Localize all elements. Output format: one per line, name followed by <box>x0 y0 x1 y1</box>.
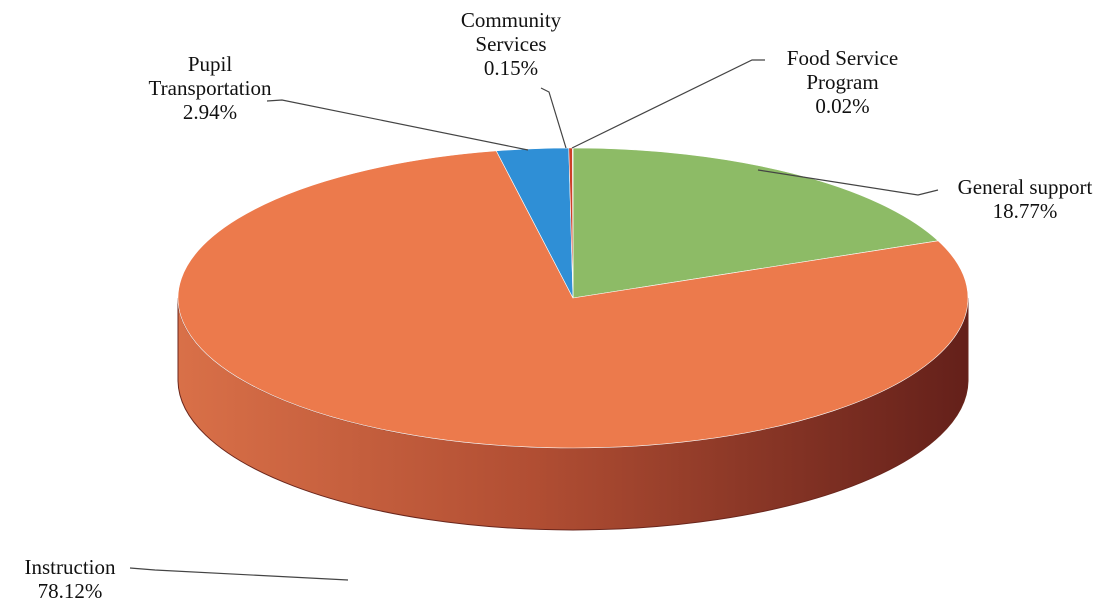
label-community-services-value: 0.15% <box>483 56 539 80</box>
label-community-services-line2: Services <box>475 32 547 56</box>
label-community-services-line1: Community <box>460 8 562 32</box>
label-instruction-line1: Instruction <box>24 555 116 579</box>
label-pupil-transportation: Pupil Transportation 2.94% <box>140 52 280 124</box>
label-instruction: Instruction 78.12% <box>5 555 135 603</box>
leader-line-general-support <box>757 169 939 196</box>
label-community-services: Community Services 0.15% <box>446 8 576 80</box>
label-food-service-program: Food Service Program 0.02% <box>770 46 915 118</box>
label-pupil-transportation-line1: Pupil <box>187 52 233 76</box>
label-pupil-transportation-line2: Transportation <box>148 76 272 100</box>
label-instruction-value: 78.12% <box>37 579 103 603</box>
pie-slice-general-support <box>572 147 939 299</box>
label-general-support-line1: General support <box>957 175 1093 199</box>
label-pupil-transportation-value: 2.94% <box>182 100 238 124</box>
leader-line-food-service-program <box>571 59 765 149</box>
label-food-service-value: 0.02% <box>815 94 870 118</box>
leader-line-pupil-transportation <box>266 99 529 151</box>
pie-slice-instruction <box>177 150 969 449</box>
label-food-service-line2: Program <box>806 70 879 94</box>
label-food-service-line1: Food Service <box>786 46 899 70</box>
leader-line-instruction <box>129 567 349 581</box>
leader-line-community-services <box>540 87 567 149</box>
label-general-support: General support 18.77% <box>935 175 1115 223</box>
label-general-support-value: 18.77% <box>992 199 1058 223</box>
